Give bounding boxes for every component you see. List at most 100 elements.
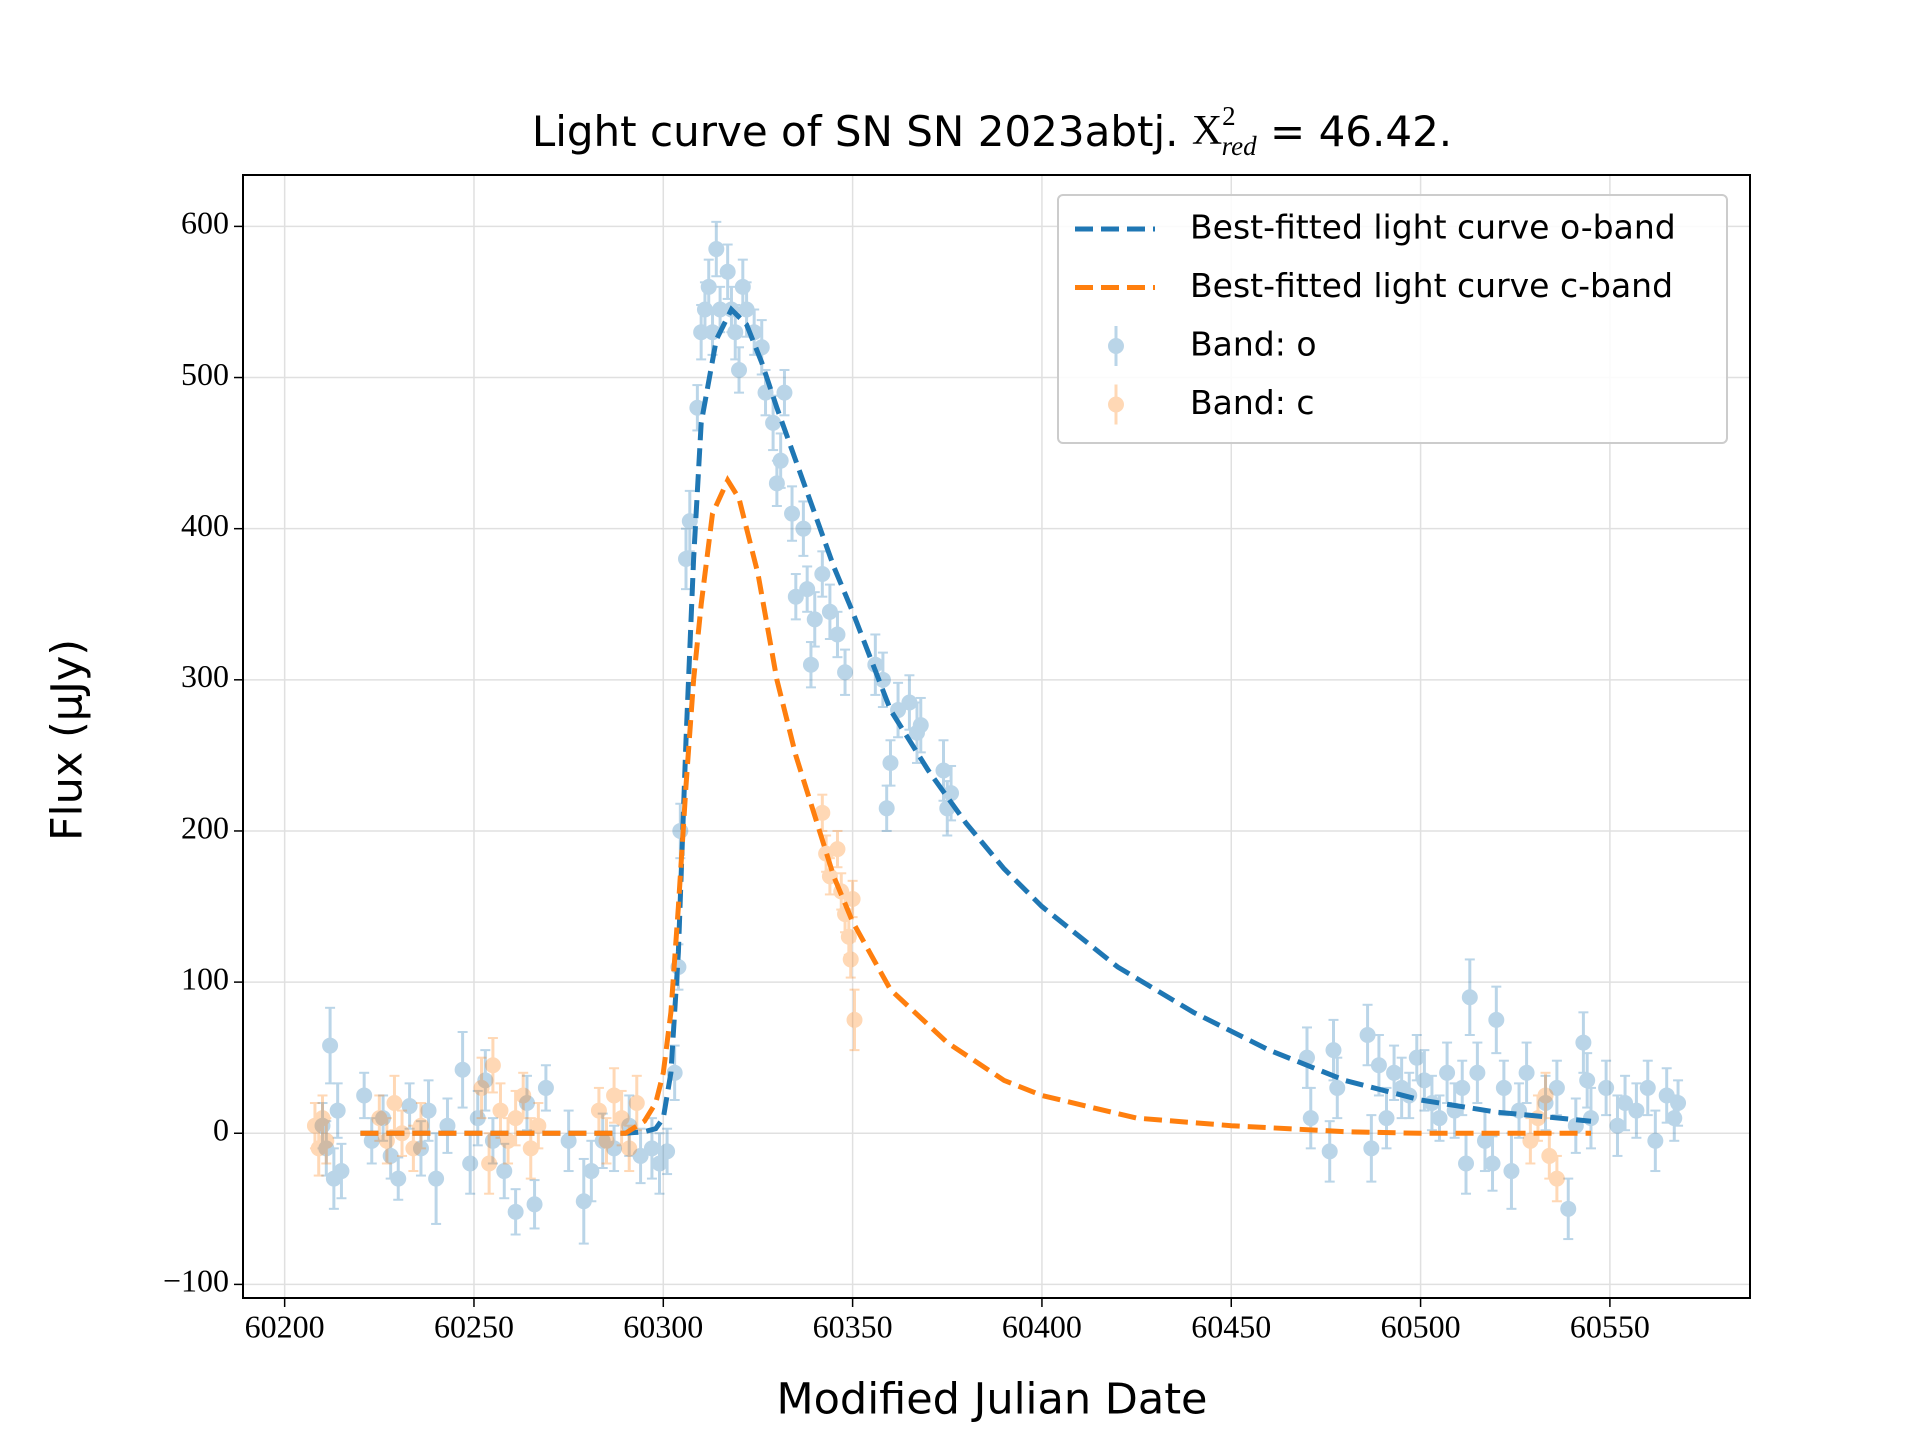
- data-point: [1579, 1072, 1596, 1089]
- data-point: [318, 1132, 335, 1149]
- legend-point: [1108, 338, 1124, 354]
- data-point: [575, 1193, 592, 1210]
- chart-title: Light curve of SN SN 2023abtj. X2 red = 4…: [532, 101, 1452, 170]
- data-point: [492, 1102, 509, 1119]
- data-point: [322, 1037, 339, 1054]
- y-tick-label: 400: [181, 507, 229, 543]
- data-point: [477, 1072, 494, 1089]
- y-tick-label: 100: [181, 960, 229, 996]
- data-point: [496, 1163, 513, 1180]
- data-point: [659, 1143, 676, 1160]
- data-point: [1495, 1079, 1512, 1096]
- series: [314, 220, 1687, 1245]
- data-point: [310, 1140, 327, 1157]
- data-point: [1329, 1079, 1346, 1096]
- x-tick-label: 60550: [1570, 1308, 1650, 1344]
- data-point: [1575, 1034, 1592, 1051]
- x-tick-label: 60200: [245, 1308, 325, 1344]
- data-point: [314, 1110, 331, 1127]
- data-point: [731, 361, 748, 378]
- series: [306, 793, 1565, 1203]
- data-point: [371, 1110, 388, 1127]
- x-tick-label: 60350: [813, 1308, 893, 1344]
- data-point: [1541, 1147, 1558, 1164]
- legend-label: Best-fitted light curve c-band: [1190, 266, 1673, 305]
- data-point: [806, 611, 823, 628]
- data-point: [481, 1155, 498, 1172]
- data-point: [1522, 1132, 1539, 1149]
- data-point: [719, 263, 736, 280]
- data-point: [844, 890, 861, 907]
- data-point: [462, 1155, 479, 1172]
- legend-point: [1108, 396, 1124, 413]
- data-point: [318, 1140, 335, 1157]
- data-point: [912, 717, 929, 734]
- data-point: [1469, 1064, 1486, 1081]
- data-point: [799, 581, 816, 598]
- data-point: [681, 513, 698, 530]
- data-point: [590, 1102, 607, 1119]
- data-point: [795, 520, 812, 537]
- x-tick-label: 60300: [623, 1308, 703, 1344]
- data-point: [537, 1079, 554, 1096]
- data-point: [1359, 1027, 1376, 1044]
- data-point: [613, 1110, 630, 1127]
- data-point: [908, 724, 925, 741]
- title-sub: red: [1222, 131, 1257, 161]
- fit-line: [360, 475, 1591, 1136]
- data-point: [708, 241, 725, 258]
- data-point: [1408, 1049, 1425, 1066]
- legend-label: Best-fitted light curve o-band: [1190, 208, 1676, 247]
- data-point: [1548, 1170, 1565, 1187]
- title-sup: 2: [1222, 101, 1236, 131]
- y-tick-label: 500: [181, 356, 229, 392]
- data-point: [765, 414, 782, 431]
- legend-marker: [1108, 326, 1124, 366]
- data-point: [1628, 1102, 1645, 1119]
- data-point: [727, 324, 744, 341]
- data-point: [787, 588, 804, 605]
- data-point: [846, 1011, 863, 1028]
- data-point: [1609, 1117, 1626, 1134]
- data-point: [1370, 1057, 1387, 1074]
- data-point: [1484, 1155, 1501, 1172]
- data-point: [530, 1117, 547, 1134]
- data-point: [821, 603, 838, 620]
- x-axis-label: Modified Julian Date: [776, 1375, 1207, 1425]
- data-point: [454, 1061, 471, 1078]
- data-point: [768, 475, 785, 492]
- data-point: [1518, 1064, 1535, 1081]
- data-point: [1454, 1079, 1471, 1096]
- data-point: [837, 664, 854, 681]
- data-point: [829, 841, 846, 858]
- data-point: [738, 301, 755, 318]
- data-point: [1670, 1095, 1687, 1112]
- data-point: [1639, 1079, 1656, 1096]
- data-point: [329, 1102, 346, 1119]
- data-point: [814, 566, 831, 583]
- data-point: [1560, 1200, 1577, 1217]
- x-tick-label: 60250: [434, 1308, 514, 1344]
- data-point: [784, 505, 801, 522]
- x-tick-label: 60450: [1191, 1308, 1271, 1344]
- data-point: [484, 1057, 501, 1074]
- title-symbol: X: [1192, 108, 1222, 154]
- data-point: [1647, 1132, 1664, 1149]
- data-point: [507, 1203, 524, 1220]
- y-tick-label: −100: [163, 1263, 229, 1299]
- data-point: [696, 301, 713, 318]
- data-point: [412, 1140, 429, 1157]
- data-point: [935, 762, 952, 779]
- data-point: [606, 1140, 623, 1157]
- data-point: [1537, 1087, 1554, 1104]
- data-point: [693, 324, 710, 341]
- data-point: [333, 1163, 350, 1180]
- data-point: [473, 1079, 490, 1096]
- data-point: [772, 452, 789, 469]
- data-point: [1666, 1110, 1683, 1127]
- legend-label: Band: c: [1190, 383, 1314, 422]
- data-point: [420, 1102, 437, 1119]
- data-point: [515, 1087, 532, 1104]
- data-point: [356, 1087, 373, 1104]
